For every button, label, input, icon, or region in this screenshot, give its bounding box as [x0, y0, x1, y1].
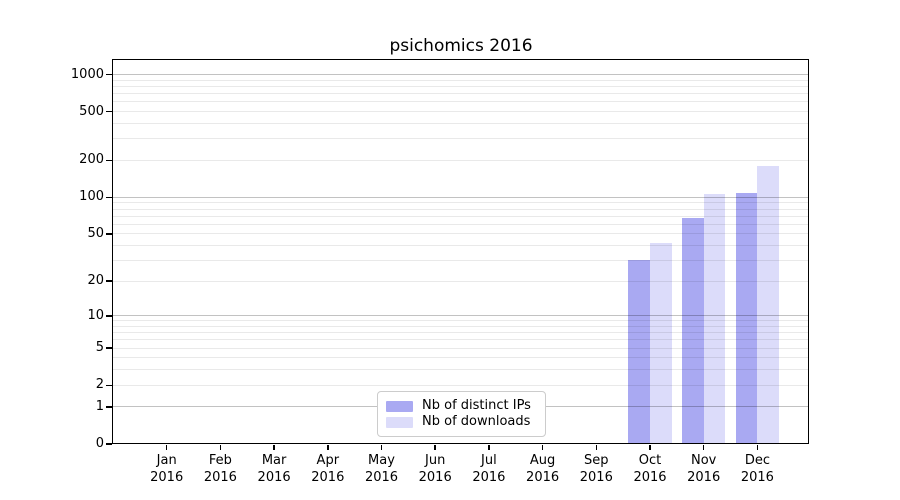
plot-area: Nb of distinct IPs Nb of downloads [112, 59, 809, 444]
y-tick-200 [105, 159, 112, 162]
y-tick-label-20: 20 [87, 273, 104, 289]
legend-row-downloads: Nb of downloads [386, 415, 535, 429]
legend-label-downloads: Nb of downloads [422, 414, 531, 429]
bar-dec-distinct-ips [735, 192, 758, 444]
y-tick-label-2: 2 [95, 377, 104, 393]
x-tick-dec [756, 445, 759, 450]
legend-swatch-downloads [386, 416, 413, 428]
y-tick-20 [105, 280, 112, 282]
x-tick-label-nov: Nov 2016 [687, 453, 721, 485]
legend-label-distinct-ips: Nb of distinct IPs [422, 398, 531, 413]
x-tick-label-feb: Feb 2016 [203, 453, 237, 485]
x-tick-label-dec: Dec 2016 [740, 453, 774, 485]
legend: Nb of distinct IPs Nb of downloads [377, 391, 546, 437]
x-tick-label-may: May 2016 [364, 453, 399, 485]
y-tick-1000 [105, 73, 112, 76]
x-tick-jul [488, 445, 490, 450]
y-tick-0 [105, 443, 112, 445]
legend-row-distinct-ips: Nb of distinct IPs [386, 399, 535, 413]
x-tick-label-jul: Jul 2016 [472, 453, 506, 485]
x-tick-apr [327, 445, 329, 450]
y-tick-label-1000: 1000 [70, 66, 104, 82]
x-tick-label-sep: Sep 2016 [579, 453, 613, 485]
x-tick-jan [165, 445, 168, 450]
x-tick-label-jun: Jun 2016 [418, 453, 452, 485]
x-tick-jun [434, 445, 436, 450]
y-tick-label-500: 500 [79, 103, 104, 119]
y-tick-label-10: 10 [87, 307, 104, 323]
bar-oct-distinct-ips [628, 260, 650, 444]
bar-nov-downloads [703, 194, 726, 444]
x-tick-sep [595, 445, 598, 450]
bar-dec-downloads [757, 165, 780, 444]
bar-nov-distinct-ips [682, 218, 704, 444]
y-tick-2 [105, 384, 112, 387]
bar-oct-downloads [650, 242, 672, 444]
y-tick-label-0: 0 [95, 436, 104, 451]
y-tick-label-5: 5 [95, 340, 104, 356]
bars-layer [112, 59, 809, 444]
x-tick-label-apr: Apr 2016 [311, 453, 345, 485]
y-tick-label-100: 100 [79, 189, 104, 205]
y-tick-label-200: 200 [79, 152, 104, 168]
y-tick-50 [105, 233, 112, 235]
y-tick-5 [105, 347, 112, 349]
x-tick-nov [702, 445, 705, 450]
x-tick-label-mar: Mar 2016 [257, 453, 291, 485]
x-tick-feb [219, 445, 222, 450]
x-tick-aug [541, 445, 544, 450]
x-tick-label-oct: Oct 2016 [633, 453, 667, 485]
y-tick-1 [105, 406, 112, 408]
x-tick-label-jan: Jan 2016 [150, 453, 184, 485]
chart-title: psichomics 2016 [389, 36, 533, 56]
legend-swatch-distinct-ips [386, 400, 413, 412]
y-tick-label-50: 50 [87, 225, 104, 241]
x-tick-may [380, 445, 383, 450]
x-tick-label-aug: Aug 2016 [526, 453, 560, 485]
x-tick-oct [649, 445, 651, 450]
x-tick-mar [273, 445, 275, 450]
y-tick-100 [105, 196, 112, 199]
y-tick-10 [105, 315, 112, 317]
y-tick-label-1: 1 [95, 398, 104, 414]
y-tick-500 [105, 110, 112, 113]
